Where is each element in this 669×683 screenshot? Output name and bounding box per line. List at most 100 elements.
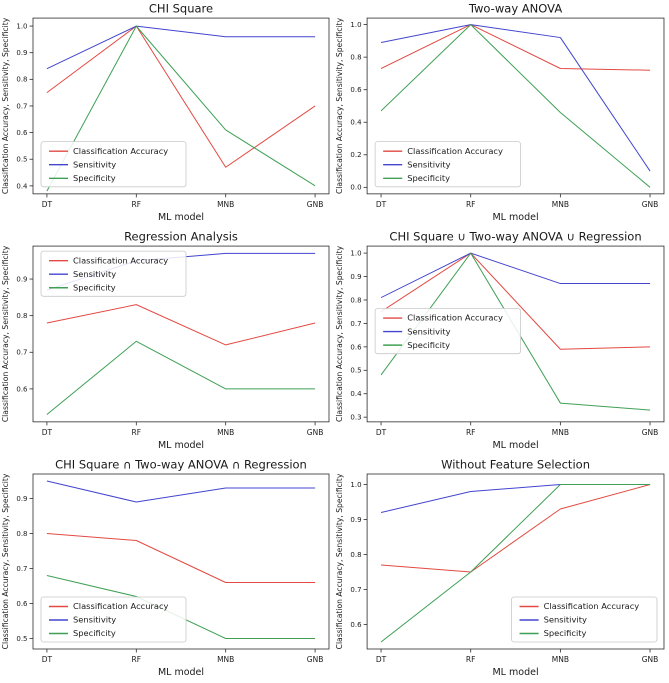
x-tick-label: GNB [642,200,659,209]
y-tick-label: 0.6 [16,128,28,137]
x-tick-label: MNB [217,428,234,437]
chart-title: CHI Square ∩ Two-way ANOVA ∩ Regression [55,458,307,472]
y-tick-label: 0.7 [16,348,27,357]
legend-label: Sensitivity [407,159,450,169]
y-axis-label: Classification Accuracy, Sensitivity, Sp… [1,17,10,194]
x-axis-label: ML model [158,440,204,451]
legend-label: Sensitivity [73,269,116,279]
y-axis-label: Classification Accuracy, Sensitivity, Sp… [335,473,344,649]
chart-canvas-union: CHI Square ∪ Two-way ANOVA ∪ Regression 0… [335,230,665,451]
x-tick-label: GNB [307,200,324,209]
legend-label: Sensitivity [73,615,116,625]
series-line-classification-accuracy [46,25,316,168]
x-tick-label: DT [42,200,53,209]
legend-label: Specificity [407,173,450,183]
x-tick-label: RF [132,200,142,209]
y-tick-label: 0.0 [350,183,361,192]
legend-label: Sensitivity [407,326,450,336]
x-tick-label: RF [132,655,142,664]
y-tick-label: 0.7 [350,585,361,594]
y-tick-label: 1.0 [350,480,361,489]
x-axis-label: ML model [158,212,204,223]
legend-box [374,308,521,355]
legend-box [40,250,187,297]
legend-box [40,596,187,643]
y-axis-label: Classification Accuracy, Sensitivity, Sp… [335,245,344,422]
series-line-specificity [46,25,316,192]
x-axis-label: ML model [492,212,538,223]
y-tick-label: 0.4 [350,389,362,398]
y-tick-label: 1.0 [350,20,361,29]
x-tick-label: MNB [552,655,569,664]
legend: Classification Accuracy Sensitivity Specif… [40,141,187,188]
series-line-classification-accuracy [46,533,316,583]
legend-label: Specificity [544,628,587,638]
legend: Classification Accuracy Sensitivity Specif… [511,596,658,643]
legend-label: Classification Accuracy [407,313,503,323]
legend-label: Classification Accuracy [73,255,168,265]
y-tick-label: 0.7 [16,101,27,110]
chart-title: CHI Square [149,2,213,16]
legend-label: Classification Accuracy [73,146,168,156]
y-tick-label: 0.8 [16,311,27,320]
x-axis-label: ML model [492,440,538,451]
chart-intersection-chi-anova-regression: CHI Square ∩ Two-way ANOVA ∩ Regression 0… [0,456,334,683]
y-tick-label: 0.5 [350,366,361,375]
chart-canvas-regression-analysis: Regression Analysis 0.6 0.7 0.8 0.9 DT RF MNB GN… [1,230,330,451]
y-tick-label: 0.6 [350,620,362,629]
series-line-specificity [46,340,316,415]
chart-title: CHI Square ∪ Two-way ANOVA ∪ Regression [389,230,641,244]
x-tick-label: RF [466,200,476,209]
series-line-sensitivity [46,480,316,503]
y-axis-label: Classification Accuracy, Sensitivity, Sp… [335,17,344,194]
series-line-classification-accuracy [380,252,651,350]
y-tick-label: 0.8 [16,75,27,84]
series-line-sensitivity [46,25,316,70]
y-tick-label: 0.6 [350,85,362,94]
y-tick-label: 1.0 [16,21,27,30]
series-line-sensitivity [380,252,651,299]
x-tick-label: DT [376,655,387,664]
y-tick-label: 0.9 [350,272,361,281]
x-tick-label: RF [466,655,476,664]
series-line-sensitivity [380,24,651,172]
legend-label: Sensitivity [73,159,116,169]
y-tick-label: 0.5 [16,635,27,643]
x-tick-label: GNB [307,428,324,437]
legend: Classification Accuracy Sensitivity Specif… [40,596,187,643]
y-tick-label: 0.5 [16,155,27,164]
y-tick-label: 1.0 [350,249,361,258]
series-line-classification-accuracy [380,24,651,71]
y-tick-label: 0.7 [16,565,27,573]
chart-union-chi-anova-regression: CHI Square ∪ Two-way ANOVA ∪ Regression 0… [334,228,669,456]
x-tick-label: MNB [552,200,569,209]
series-line-specificity [380,484,651,643]
legend-label: Specificity [73,173,116,183]
x-tick-label: GNB [307,655,324,664]
x-tick-label: RF [132,428,142,437]
legend-label: Classification Accuracy [407,146,503,156]
y-tick-label: 0.6 [16,600,28,608]
legend: Classification Accuracy Sensitivity Specif… [40,250,187,297]
x-tick-label: GNB [642,655,659,664]
legend-label: Specificity [73,628,116,638]
y-tick-label: 0.2 [350,150,361,159]
chart-title: Regression Analysis [124,230,238,244]
y-axis-label: Classification Accuracy, Sensitivity, Sp… [1,473,10,649]
legend: Classification Accuracy Sensitivity Specif… [374,141,521,188]
legend: Classification Accuracy Sensitivity Specif… [374,308,521,355]
y-tick-label: 0.6 [350,342,362,351]
x-tick-label: GNB [642,428,659,437]
legend-label: Classification Accuracy [544,601,640,611]
y-axis-label: Classification Accuracy, Sensitivity, Sp… [1,245,10,422]
chart-title: Without Feature Selection [441,458,590,472]
y-tick-label: 0.8 [350,53,361,62]
y-tick-label: 0.6 [16,384,28,393]
chart-without-feature-selection: Without Feature Selection 0.6 0.7 0.8 0.9 1.0… [334,456,669,683]
x-axis-label: ML model [492,667,538,678]
chart-two-way-anova: Two-way ANOVA 0.0 0.2 0.4 0.6 0.8 1.0 DT RF MNB GN… [334,0,669,228]
x-tick-label: DT [42,655,53,664]
chart-canvas-without-feature-selection: Without Feature Selection 0.6 0.7 0.8 0.9 1.0… [335,458,665,678]
series-line-specificity [380,24,651,188]
